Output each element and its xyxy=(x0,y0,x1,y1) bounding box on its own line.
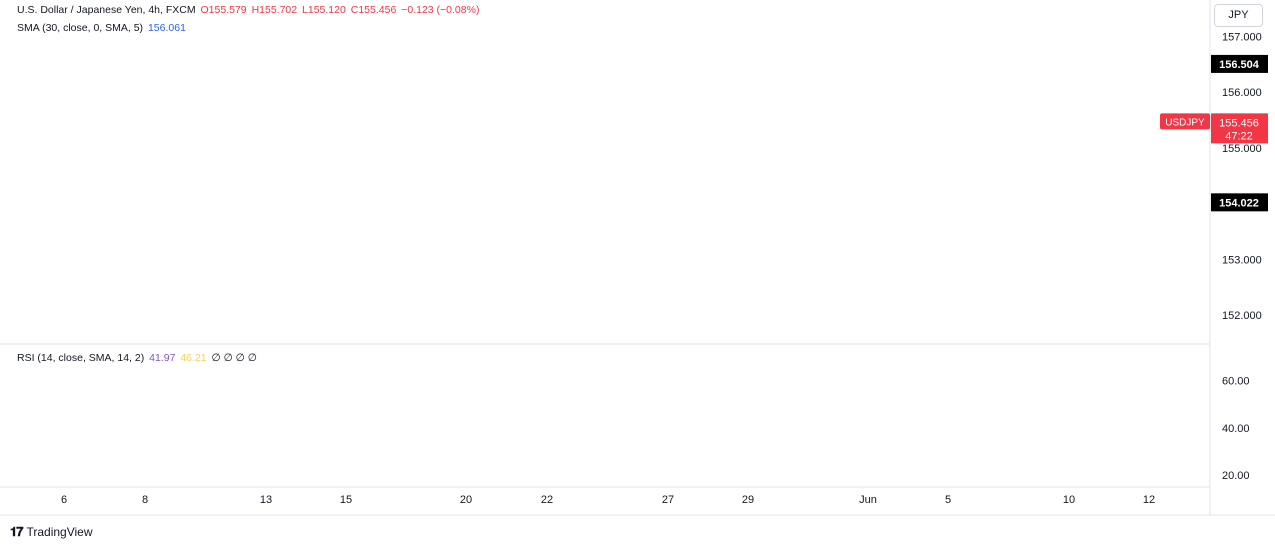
plot-background xyxy=(0,0,1210,487)
rsi-tick-label: 20.00 xyxy=(1222,470,1250,482)
price-tick-label: 152.000 xyxy=(1222,310,1262,322)
low-value: L155.120 xyxy=(302,4,346,16)
countdown-label: 47:22 xyxy=(1225,130,1253,142)
currency-button[interactable]: JPY xyxy=(1214,4,1263,27)
time-tick-label: 27 xyxy=(662,494,674,506)
time-tick-label: 12 xyxy=(1143,494,1155,506)
rsi-label: RSI (14, close, SMA, 14, 2) xyxy=(17,352,145,364)
level-label-bg xyxy=(1211,193,1268,212)
current-price-label: 155.456 xyxy=(1219,117,1259,129)
time-tick-label: 29 xyxy=(742,494,754,506)
time-tick-label: 22 xyxy=(541,494,553,506)
rsi-extra: ∅ ∅ ∅ ∅ xyxy=(211,352,257,364)
price-tick-label: 153.000 xyxy=(1222,254,1262,266)
time-tick-label: 8 xyxy=(142,494,148,506)
current-price-bg xyxy=(1211,113,1268,144)
tradingview-logo-icon: 𝟏𝟕 xyxy=(10,524,24,539)
sma-header: SMA (30, close, 0, SMA, 5) 156.061 xyxy=(17,22,188,34)
time-tick-label: 5 xyxy=(945,494,951,506)
symbol-tag: USDJPY xyxy=(1165,117,1205,128)
time-tick-label: 15 xyxy=(340,494,352,506)
change-value: −0.123 (−0.08%) xyxy=(401,4,480,16)
open-value: O155.579 xyxy=(200,4,247,16)
time-tick-label: 6 xyxy=(61,494,67,506)
sma-value: 156.061 xyxy=(147,22,186,34)
time-tick-label: 13 xyxy=(260,494,272,506)
tradingview-label: TradingView xyxy=(26,525,93,539)
time-tick-label: 10 xyxy=(1063,494,1075,506)
price-tick-label: 157.000 xyxy=(1222,31,1262,43)
close-value: C155.456 xyxy=(350,4,397,16)
level-label-bg xyxy=(1211,54,1268,73)
price-tick-label: 156.000 xyxy=(1222,87,1262,99)
level-label: 154.022 xyxy=(1219,197,1259,209)
tradingview-brand[interactable]: 𝟏𝟕 TradingView xyxy=(10,524,93,540)
time-tick-label: 20 xyxy=(460,494,472,506)
symbol-title: U.S. Dollar / Japanese Yen, 4h, FXCM xyxy=(17,4,196,16)
price-tick-label: 155.000 xyxy=(1222,143,1262,155)
sma-label: SMA (30, close, 0, SMA, 5) xyxy=(17,22,144,34)
rsi-tick-label: 60.00 xyxy=(1222,376,1250,388)
level-label: 156.504 xyxy=(1219,59,1260,71)
time-tick-label: Jun xyxy=(859,494,877,506)
rsi-header: RSI (14, close, SMA, 14, 2) 41.97 46.21 … xyxy=(17,352,259,364)
rsi-sma-value: 46.21 xyxy=(180,352,207,364)
symbol-tag-bg xyxy=(1160,113,1210,130)
rsi-tick-label: 40.00 xyxy=(1222,423,1250,435)
axes: 157.000 156.000 155.000 153.000 152.000 6 8 13 1… xyxy=(0,0,1275,516)
symbol-header: U.S. Dollar / Japanese Yen, 4h, FXCM O15… xyxy=(17,4,481,16)
rsi-value: 41.97 xyxy=(149,352,176,364)
high-value: H155.702 xyxy=(251,4,298,16)
